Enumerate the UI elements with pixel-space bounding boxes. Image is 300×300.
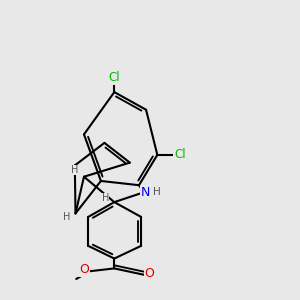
Text: H: H [153, 187, 160, 197]
Text: H: H [71, 165, 79, 175]
Text: Cl: Cl [174, 148, 185, 161]
Text: Cl: Cl [109, 71, 120, 84]
Text: O: O [145, 267, 154, 280]
Text: H: H [63, 212, 70, 222]
Text: N: N [141, 186, 150, 199]
Text: O: O [79, 263, 89, 276]
Text: H: H [101, 194, 109, 203]
